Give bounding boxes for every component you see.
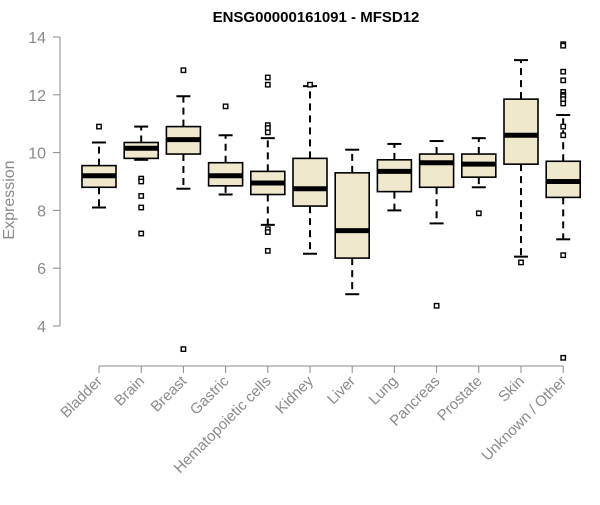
- outlier-point: [433, 302, 440, 309]
- box-iqr: [334, 172, 371, 259]
- box-iqr: [292, 157, 328, 207]
- y-tick-label: 6: [37, 261, 46, 278]
- x-tick-label: Breast: [148, 372, 191, 415]
- chart-title: ENSG00000161091 - MFSD12: [213, 9, 420, 26]
- y-axis: 4 6 8 10 12 14: [28, 30, 61, 336]
- box-lung: [376, 142, 413, 212]
- box-hematopoietic-cells: [250, 74, 286, 254]
- outlier-point: [264, 74, 271, 81]
- y-tick-label: 8: [37, 203, 46, 220]
- outlier-point: [560, 42, 567, 49]
- x-tick-label: Skin: [495, 373, 528, 406]
- box-pancreas: [418, 140, 455, 309]
- outlier-point: [180, 67, 187, 74]
- box-iqr: [376, 159, 413, 193]
- outlier-point: [264, 229, 271, 235]
- outlier-point: [180, 346, 187, 353]
- outlier-point: [518, 259, 524, 266]
- box-prostate: [460, 137, 497, 217]
- outlier-point: [560, 100, 567, 107]
- outlier-point: [222, 103, 229, 110]
- outlier-point: [560, 252, 567, 259]
- outlier-point: [264, 81, 271, 88]
- outlier-point: [264, 247, 271, 254]
- box-iqr: [418, 153, 455, 189]
- y-tick-label: 4: [37, 319, 46, 336]
- box-gastric: [207, 103, 244, 196]
- outlier-point: [560, 77, 567, 84]
- outlier-point: [138, 178, 145, 185]
- box-kidney: [292, 81, 328, 255]
- box-brain: [123, 125, 159, 237]
- outlier-point: [475, 210, 482, 217]
- x-tick-label: Lung: [366, 373, 402, 409]
- outlier-point: [138, 230, 145, 237]
- y-tick-label: 12: [28, 88, 46, 105]
- box-liver: [334, 148, 371, 296]
- box-breast: [165, 67, 202, 353]
- outlier-point: [560, 68, 567, 75]
- x-tick-label: Liver: [324, 373, 359, 408]
- outlier-point: [138, 193, 145, 199]
- outlier-point: [264, 129, 271, 136]
- boxes-group: [81, 41, 582, 361]
- outlier-point: [307, 81, 313, 88]
- y-tick-label: 14: [28, 30, 46, 47]
- x-tick-label: Kidney: [272, 372, 317, 417]
- x-tick-label: Bladder: [57, 373, 106, 422]
- outlier-point: [560, 132, 567, 139]
- box-skin: [503, 59, 539, 266]
- x-tick-label: Brain: [111, 373, 148, 410]
- outlier-point: [96, 123, 102, 130]
- box-bladder: [81, 123, 117, 209]
- outlier-point: [560, 123, 567, 130]
- y-tick-label: 10: [28, 146, 46, 163]
- x-tick-label: Prostate: [434, 373, 486, 425]
- outlier-point: [138, 204, 145, 211]
- y-axis-label: Expression: [1, 160, 18, 239]
- outlier-point: [560, 354, 567, 361]
- box-iqr: [503, 98, 539, 165]
- box-unknown-other: [545, 41, 582, 361]
